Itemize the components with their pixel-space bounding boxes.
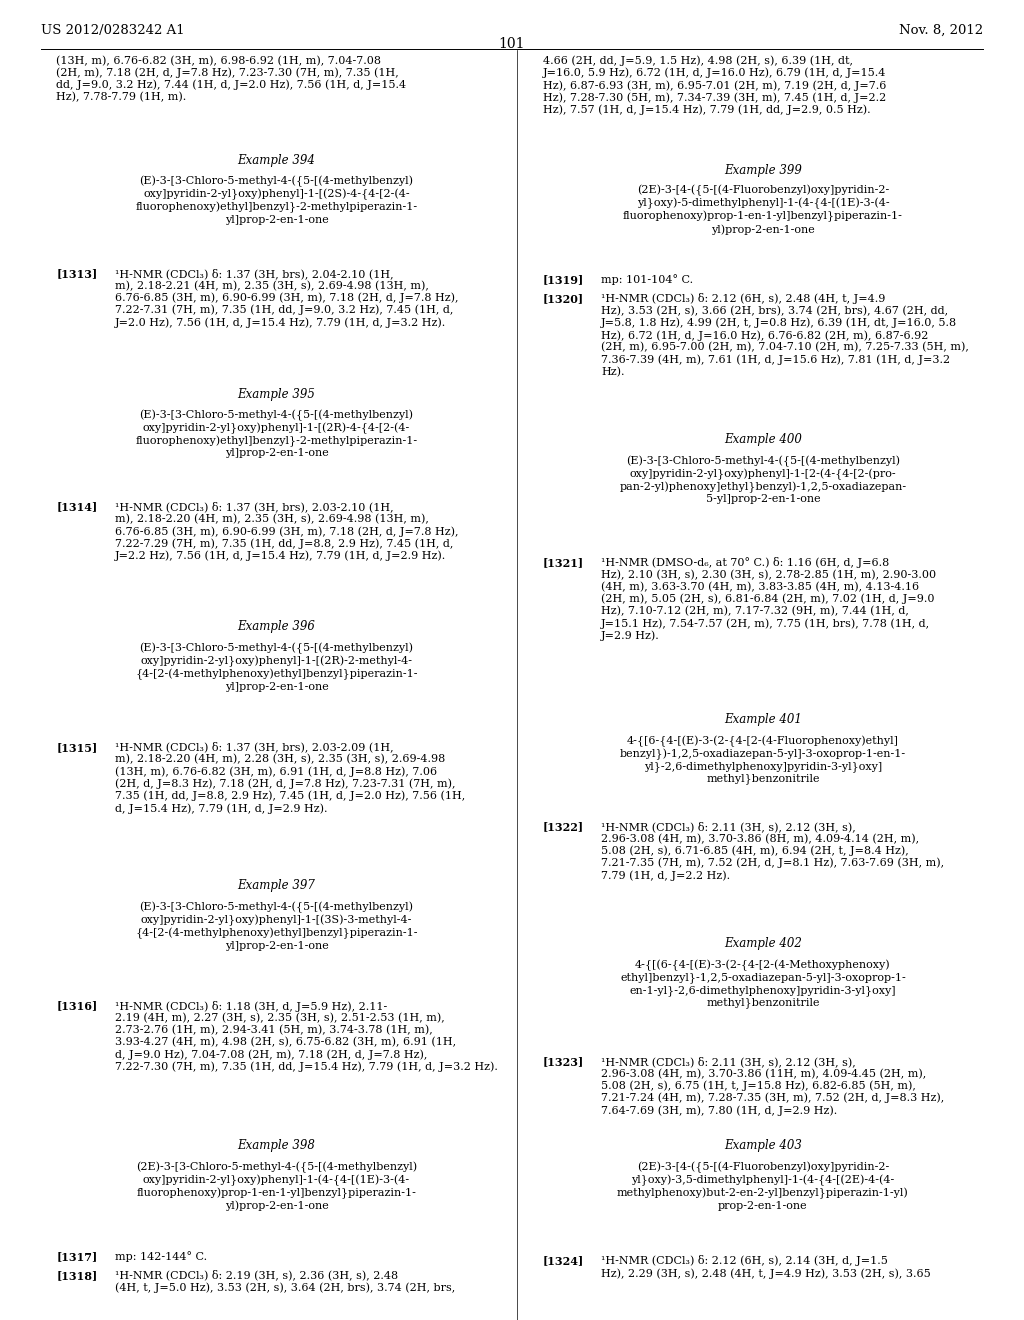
Text: [1313]: [1313] xyxy=(56,268,97,279)
Text: Example 400: Example 400 xyxy=(724,433,802,446)
Text: 101: 101 xyxy=(499,37,525,51)
Text: Example 401: Example 401 xyxy=(724,713,802,726)
Text: US 2012/0283242 A1: US 2012/0283242 A1 xyxy=(41,24,184,37)
Text: ¹H-NMR (CDCl₃) δ: 2.11 (3H, s), 2.12 (3H, s),
2.96-3.08 (4H, m), 3.70-3.86 (8H, : ¹H-NMR (CDCl₃) δ: 2.11 (3H, s), 2.12 (3H… xyxy=(601,821,944,880)
Text: Example 394: Example 394 xyxy=(238,154,315,168)
Text: ¹H-NMR (CDCl₃) δ: 1.37 (3H, brs), 2.03-2.10 (1H,
m), 2.18-2.20 (4H, m), 2.35 (3H: ¹H-NMR (CDCl₃) δ: 1.37 (3H, brs), 2.03-2… xyxy=(115,502,458,561)
Text: ¹H-NMR (CDCl₃) δ: 1.37 (3H, brs), 2.04-2.10 (1H,
m), 2.18-2.21 (4H, m), 2.35 (3H: ¹H-NMR (CDCl₃) δ: 1.37 (3H, brs), 2.04-2… xyxy=(115,268,458,327)
Text: [1322]: [1322] xyxy=(543,821,584,832)
Text: [1321]: [1321] xyxy=(543,557,584,568)
Text: ¹H-NMR (CDCl₃) δ: 2.19 (3H, s), 2.36 (3H, s), 2.48
(4H, t, J=5.0 Hz), 3.53 (2H, : ¹H-NMR (CDCl₃) δ: 2.19 (3H, s), 2.36 (3H… xyxy=(115,1270,455,1292)
Text: Nov. 8, 2012: Nov. 8, 2012 xyxy=(899,24,983,37)
Text: (2E)-3-[4-({5-[(4-Fluorobenzyl)oxy]pyridin-2-
yl}oxy)-5-dimethylphenyl]-1-(4-{4-: (2E)-3-[4-({5-[(4-Fluorobenzyl)oxy]pyrid… xyxy=(623,185,903,235)
Text: [1316]: [1316] xyxy=(56,1001,97,1011)
Text: ¹H-NMR (CDCl₃) δ: 2.12 (6H, s), 2.14 (3H, d, J=1.5
Hz), 2.29 (3H, s), 2.48 (4H, : ¹H-NMR (CDCl₃) δ: 2.12 (6H, s), 2.14 (3H… xyxy=(601,1255,931,1279)
Text: (2E)-3-[4-({5-[(4-Fluorobenzyl)oxy]pyridin-2-
yl}oxy)-3,5-dimethylphenyl]-1-(4-{: (2E)-3-[4-({5-[(4-Fluorobenzyl)oxy]pyrid… xyxy=(617,1162,908,1210)
Text: Example 402: Example 402 xyxy=(724,937,802,950)
Text: [1317]: [1317] xyxy=(56,1251,97,1262)
Text: (E)-3-[3-Chloro-5-methyl-4-({5-[(4-methylbenzyl)
oxy]pyridin-2-yl}oxy)phenyl]-1-: (E)-3-[3-Chloro-5-methyl-4-({5-[(4-methy… xyxy=(620,455,906,504)
Text: Example 396: Example 396 xyxy=(238,620,315,634)
Text: ¹H-NMR (DMSO-d₆, at 70° C.) δ: 1.16 (6H, d, J=6.8
Hz), 2.10 (3H, s), 2.30 (3H, s: ¹H-NMR (DMSO-d₆, at 70° C.) δ: 1.16 (6H,… xyxy=(601,557,936,642)
Text: [1324]: [1324] xyxy=(543,1255,584,1266)
Text: mp: 101-104° C.: mp: 101-104° C. xyxy=(601,275,693,285)
Text: (2E)-3-[3-Chloro-5-methyl-4-({5-[(4-methylbenzyl)
oxy]pyridin-2-yl}oxy)phenyl]-1: (2E)-3-[3-Chloro-5-methyl-4-({5-[(4-meth… xyxy=(136,1162,417,1212)
Text: [1318]: [1318] xyxy=(56,1270,97,1280)
Text: ¹H-NMR (CDCl₃) δ: 2.11 (3H, s), 2.12 (3H, s),
2.96-3.08 (4H, m), 3.70-3.86 (11H,: ¹H-NMR (CDCl₃) δ: 2.11 (3H, s), 2.12 (3H… xyxy=(601,1056,944,1115)
Text: (E)-3-[3-Chloro-5-methyl-4-({5-[(4-methylbenzyl)
oxy]pyridin-2-yl}oxy)phenyl]-1-: (E)-3-[3-Chloro-5-methyl-4-({5-[(4-methy… xyxy=(135,902,418,950)
Text: (E)-3-[3-Chloro-5-methyl-4-({5-[(4-methylbenzyl)
oxy]pyridin-2-yl}oxy)phenyl]-1-: (E)-3-[3-Chloro-5-methyl-4-({5-[(4-methy… xyxy=(135,176,418,224)
Text: (E)-3-[3-Chloro-5-methyl-4-({5-[(4-methylbenzyl)
oxy]pyridin-2-yl}oxy)phenyl]-1-: (E)-3-[3-Chloro-5-methyl-4-({5-[(4-methy… xyxy=(135,409,418,458)
Text: [1323]: [1323] xyxy=(543,1056,584,1067)
Text: 4.66 (2H, dd, J=5.9, 1.5 Hz), 4.98 (2H, s), 6.39 (1H, dt,
J=16.0, 5.9 Hz), 6.72 : 4.66 (2H, dd, J=5.9, 1.5 Hz), 4.98 (2H, … xyxy=(543,55,886,115)
Text: mp: 142-144° C.: mp: 142-144° C. xyxy=(115,1251,207,1262)
Text: ¹H-NMR (CDCl₃) δ: 1.18 (3H, d, J=5.9 Hz), 2.11-
2.19 (4H, m), 2.27 (3H, s), 2.35: ¹H-NMR (CDCl₃) δ: 1.18 (3H, d, J=5.9 Hz)… xyxy=(115,1001,498,1072)
Text: Example 397: Example 397 xyxy=(238,879,315,892)
Text: Example 399: Example 399 xyxy=(724,164,802,177)
Text: 4-{[6-{4-[(E)-3-(2-{4-[2-(4-Fluorophenoxy)ethyl]
benzyl})-1,2,5-oxadiazepan-5-yl: 4-{[6-{4-[(E)-3-(2-{4-[2-(4-Fluorophenox… xyxy=(620,735,906,784)
Text: [1315]: [1315] xyxy=(56,742,97,752)
Text: ¹H-NMR (CDCl₃) δ: 2.12 (6H, s), 2.48 (4H, t, J=4.9
Hz), 3.53 (2H, s), 3.66 (2H, : ¹H-NMR (CDCl₃) δ: 2.12 (6H, s), 2.48 (4H… xyxy=(601,293,969,378)
Text: 4-{[(6-{4-[(E)-3-(2-{4-[2-(4-Methoxyphenoxy)
ethyl]benzyl}-1,2,5-oxadiazepan-5-y: 4-{[(6-{4-[(E)-3-(2-{4-[2-(4-Methoxyphen… xyxy=(620,960,906,1008)
Text: (E)-3-[3-Chloro-5-methyl-4-({5-[(4-methylbenzyl)
oxy]pyridin-2-yl}oxy)phenyl]-1-: (E)-3-[3-Chloro-5-methyl-4-({5-[(4-methy… xyxy=(135,643,418,692)
Text: [1319]: [1319] xyxy=(543,275,584,285)
Text: (13H, m), 6.76-6.82 (3H, m), 6.98-6.92 (1H, m), 7.04-7.08
(2H, m), 7.18 (2H, d, : (13H, m), 6.76-6.82 (3H, m), 6.98-6.92 (… xyxy=(56,55,407,103)
Text: Example 403: Example 403 xyxy=(724,1139,802,1152)
Text: ¹H-NMR (CDCl₃) δ: 1.37 (3H, brs), 2.03-2.09 (1H,
m), 2.18-2.20 (4H, m), 2.28 (3H: ¹H-NMR (CDCl₃) δ: 1.37 (3H, brs), 2.03-2… xyxy=(115,742,465,813)
Text: [1320]: [1320] xyxy=(543,293,584,304)
Text: Example 395: Example 395 xyxy=(238,388,315,401)
Text: Example 398: Example 398 xyxy=(238,1139,315,1152)
Text: [1314]: [1314] xyxy=(56,502,97,512)
